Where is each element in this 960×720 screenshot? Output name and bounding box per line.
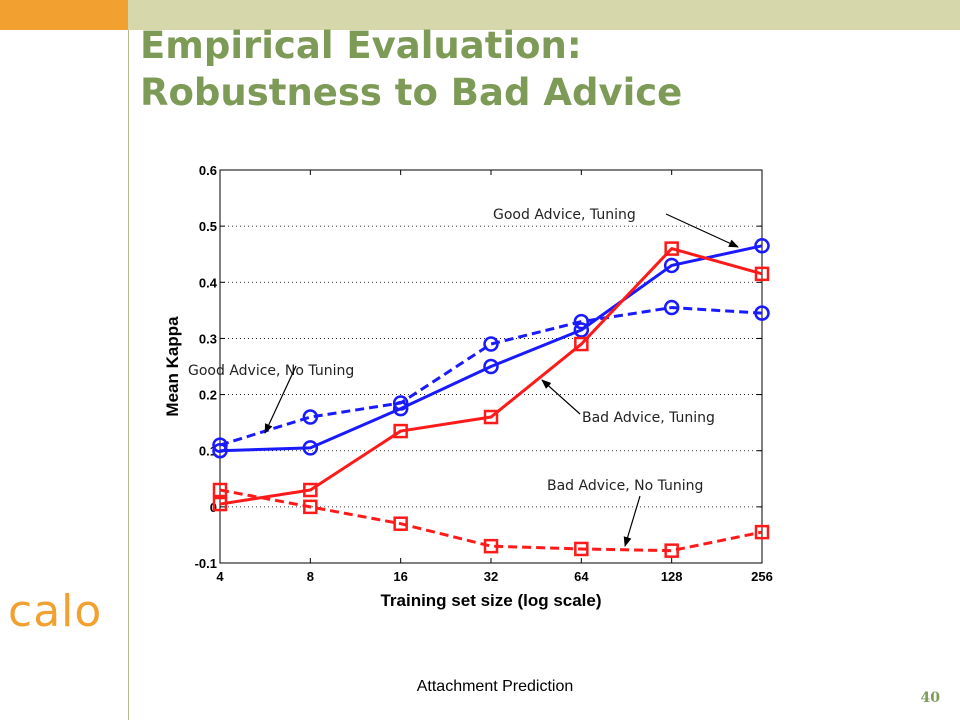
data-point <box>483 336 499 352</box>
y-tick-label: 0.6 <box>199 163 217 178</box>
data-point <box>212 437 228 453</box>
data-point <box>302 409 319 425</box>
data-point <box>303 499 318 515</box>
y-tick-label: 0.3 <box>199 331 217 346</box>
data-point <box>754 305 770 321</box>
slide-title-line1: Empirical Evaluation: <box>140 24 582 67</box>
series-0 <box>212 238 770 459</box>
annotation-label: Bad Advice, No Tuning <box>547 478 703 494</box>
annotation-arrow <box>665 213 739 248</box>
x-tick-label: 8 <box>307 569 314 584</box>
annotation-label: Bad Advice, Tuning <box>582 410 715 426</box>
series-layer <box>212 238 770 558</box>
x-tick-label: 4 <box>216 569 224 584</box>
annotation-label: Good Advice, Tuning <box>493 207 636 223</box>
y-tick-label: 0.1 <box>199 444 217 459</box>
series-line <box>219 306 763 447</box>
data-point <box>483 538 499 554</box>
data-point <box>573 313 590 330</box>
slide-title-line2: Robustness to Bad Advice <box>140 71 683 114</box>
corner-accent <box>0 0 128 30</box>
x-axis-label: Training set size (log scale) <box>380 591 601 610</box>
y-tick-label: 0.2 <box>199 388 217 403</box>
y-tick-label: 0.5 <box>199 219 217 234</box>
y-tick-label: 0.4 <box>199 275 218 290</box>
slide-title: Empirical Evaluation: Robustness to Bad … <box>140 22 940 116</box>
series-1 <box>212 299 770 453</box>
data-point <box>573 322 590 338</box>
data-point <box>754 524 770 540</box>
y-axis-label: Mean Kappa <box>163 316 182 417</box>
annotation-label: Good Advice, No Tuning <box>188 363 354 379</box>
annotation-arrow <box>264 365 297 434</box>
series-line <box>219 244 763 453</box>
data-point <box>664 241 679 256</box>
data-point <box>393 516 408 531</box>
footer-caption: Attachment Prediction <box>416 678 574 695</box>
annotation-arrow <box>623 495 641 547</box>
page-number: 40 <box>920 690 940 706</box>
x-tick-label: 64 <box>574 569 589 584</box>
data-point <box>663 257 680 274</box>
calo-logo: calo <box>8 586 103 637</box>
series-2 <box>212 241 770 512</box>
series-line <box>219 488 763 553</box>
series-3 <box>212 482 770 558</box>
data-point <box>212 496 228 512</box>
data-point <box>574 541 589 557</box>
data-point <box>392 395 409 411</box>
data-point <box>754 266 770 282</box>
data-point <box>664 543 679 558</box>
data-point <box>303 482 318 498</box>
annotation-arrow <box>541 379 581 415</box>
x-tick-label: 16 <box>393 569 407 584</box>
data-point <box>483 409 499 425</box>
data-point <box>393 423 408 439</box>
data-point <box>212 482 228 498</box>
data-point <box>663 299 680 316</box>
data-point <box>574 336 589 352</box>
top-banner <box>128 0 960 30</box>
x-tick-label: 32 <box>484 569 498 584</box>
x-tick-label: 256 <box>751 569 773 584</box>
y-tick-label: -0.1 <box>195 556 217 571</box>
data-point <box>483 358 499 375</box>
x-tick-label: 128 <box>661 569 683 584</box>
data-point <box>754 238 770 254</box>
series-line <box>219 247 763 506</box>
annotation-layer: Good Advice, Tuning Good Advice, No Tunin… <box>188 207 739 547</box>
left-rule <box>128 30 129 720</box>
data-point <box>302 440 319 456</box>
